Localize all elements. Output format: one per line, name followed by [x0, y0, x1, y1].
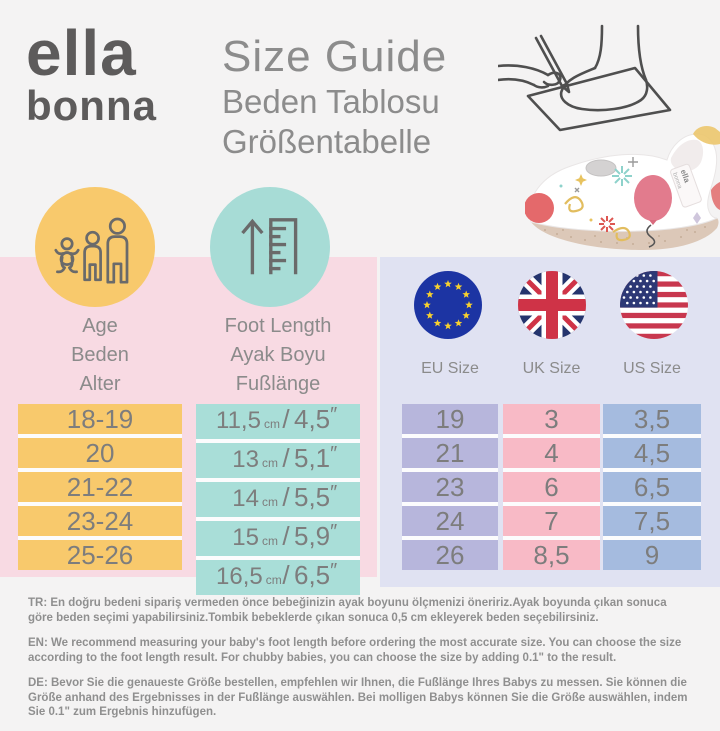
paper-outline [526, 66, 672, 132]
uk-size-cell: 6 [503, 472, 600, 502]
us-size-cell: 7,5 [603, 506, 701, 536]
note-turkish: TR: En doğru bedeni sipariş vermeden önc… [28, 597, 667, 624]
foot-length-column-header: Foot Length Ayak Boyu Fußlänge [196, 312, 360, 399]
foot-length-cell: 11,5 cm/4,5″ [196, 404, 360, 439]
foot-outline [559, 66, 649, 112]
age-cell: 23-24 [18, 506, 182, 536]
age-label-de: Alter [79, 373, 121, 395]
diamond-doodle [693, 212, 701, 224]
title-english: Size Guide [222, 32, 448, 81]
age-cell: 21-22 [18, 472, 182, 502]
page-title: Size Guide Beden Tablosu Größentabelle [222, 32, 447, 162]
foot-label-de: Fußlänge [235, 373, 321, 395]
eu-size-column: 19 21 23 24 26 [402, 404, 498, 570]
us-flag-icon [620, 271, 688, 339]
foot-length-legend-circle [210, 187, 330, 307]
shoe-brand-tag: ella bonna [670, 163, 702, 208]
pencil-icon [534, 36, 564, 88]
us-size-cell: 9 [603, 540, 701, 570]
age-label-tr: Beden [71, 344, 129, 366]
eu-size-cell: 24 [402, 506, 498, 536]
silver-patch [585, 159, 617, 177]
foot-tracing-illustration [498, 24, 672, 132]
sparkle-doodle [574, 187, 580, 193]
us-size-cell: 6,5 [603, 472, 701, 502]
age-cell: 25-26 [18, 540, 182, 570]
age-cell: 20 [18, 438, 182, 468]
uk-size-cell: 4 [503, 438, 600, 468]
age-label-en: Age [82, 315, 118, 337]
uk-size-header: UK Size [522, 360, 581, 377]
shoe-sole [531, 218, 719, 250]
foot-length-cell: 16,5 cm/6,5″ [196, 560, 360, 595]
eu-size-cell: 26 [402, 540, 498, 570]
uk-flag-icon [518, 271, 586, 339]
eu-size-cell: 21 [402, 438, 498, 468]
yellow-star-doodle [575, 174, 587, 186]
foot-label-en: Foot Length [224, 315, 332, 337]
teal-starburst [612, 166, 632, 186]
us-size-header: US Size [623, 360, 681, 377]
red-balloon-doodle [525, 193, 554, 223]
title-turkish: Beden Tablosu [222, 83, 440, 120]
ruler-icon [241, 218, 298, 275]
title-german: Größentabelle [222, 123, 432, 160]
note-english: EN: We recommend measuring your baby's f… [28, 637, 682, 664]
us-size-cell: 4,5 [603, 438, 701, 468]
svg-text:ella: ella [679, 168, 692, 184]
eu-flag-icon [414, 271, 482, 339]
red-starburst [599, 216, 615, 232]
brand-logo: ella bonna [26, 17, 157, 129]
uk-size-cell: 8,5 [503, 540, 600, 570]
age-column-header: Age Beden Alter [18, 312, 182, 399]
age-cell: 18-19 [18, 404, 182, 434]
foot-length-column: 11,5 cm/4,5″ 13 cm/5,1″ 14 cm/5,5″ 15 cm/5,9… [196, 404, 360, 595]
balloon-string [646, 224, 656, 248]
eu-size-cell: 19 [402, 404, 498, 434]
yellow-swirl-doodle [564, 196, 584, 213]
foot-length-cell: 14 cm/5,5″ [196, 482, 360, 517]
uk-size-cell: 7 [503, 506, 600, 536]
age-legend-circle [35, 187, 155, 307]
brand-logo-line1: ella [26, 17, 137, 89]
note-german: DE: Bevor Sie die genaueste Größe bestel… [28, 677, 688, 718]
foot-length-cell: 13 cm/5,1″ [196, 443, 360, 478]
family-icon [54, 217, 129, 284]
pink-balloon-doodle [634, 175, 672, 221]
uk-size-cell: 3 [503, 404, 600, 434]
foot-label-tr: Ayak Boyu [230, 344, 326, 366]
eu-size-header: EU Size [421, 360, 479, 377]
us-size-column: 3,5 4,5 6,5 7,5 9 [603, 404, 701, 570]
us-size-cell: 3,5 [603, 404, 701, 434]
baby-shoe-photo: ella bonna [525, 126, 720, 250]
foot-length-cell: 15 cm/5,9″ [196, 521, 360, 556]
footnotes: TR: En doğru bedeni sipariş vermeden önc… [28, 596, 694, 731]
brand-logo-line2: bonna [26, 82, 157, 129]
uk-size-column: 3 4 6 7 8,5 [503, 404, 600, 570]
eu-size-cell: 23 [402, 472, 498, 502]
svg-text:bonna: bonna [671, 172, 683, 190]
age-column: 18-19 20 21-22 23-24 25-26 [18, 404, 182, 570]
shoe-opening [670, 139, 704, 172]
